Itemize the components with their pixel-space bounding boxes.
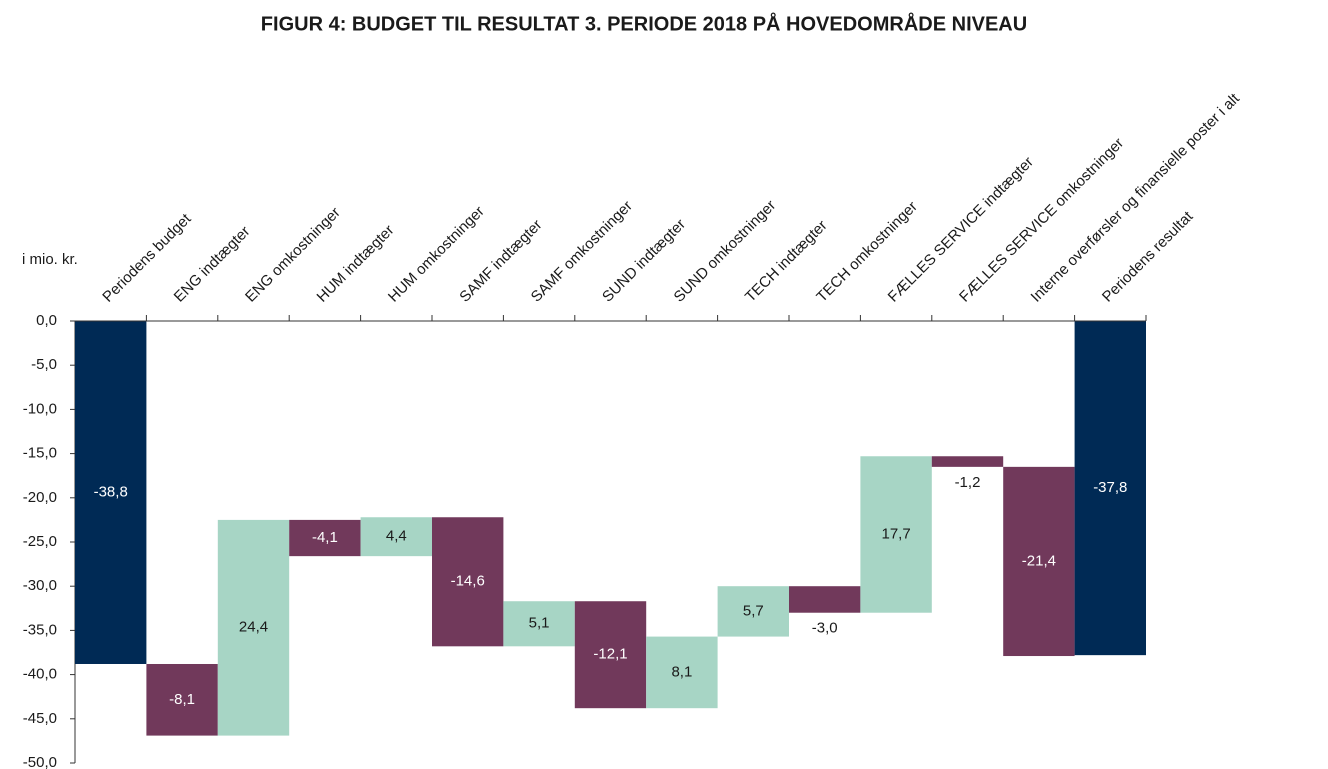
y-tick-label: -45,0 (23, 710, 57, 727)
bar (860, 456, 932, 613)
y-axis-label: i mio. kr. (22, 251, 78, 268)
y-tick-label: -35,0 (23, 621, 57, 638)
value-label: -3,0 (812, 620, 838, 637)
bar (360, 517, 432, 557)
value-label: 8,1 (671, 663, 692, 680)
chart-title: FIGUR 4: BUDGET TIL RESULTAT 3. PERIODE … (261, 11, 1027, 35)
value-label: 5,7 (743, 602, 764, 619)
bar (1003, 466, 1075, 657)
bar (574, 601, 647, 709)
value-label: -14,6 (451, 573, 485, 590)
y-tick-label: -30,0 (23, 577, 57, 594)
value-label: -4,1 (312, 529, 338, 546)
value-label: -38,8 (94, 483, 128, 500)
bar (75, 321, 147, 664)
y-tick-label: -25,0 (23, 533, 57, 550)
value-label: -37,8 (1093, 479, 1127, 496)
y-tick-label: -5,0 (31, 356, 57, 373)
bar (503, 601, 575, 647)
value-label: 24,4 (239, 619, 268, 636)
bar (146, 663, 218, 736)
bar (789, 586, 861, 613)
value-label: -1,2 (955, 474, 981, 491)
value-label: -12,1 (593, 646, 627, 663)
x-tick-label: FÆLLES SERVICE indtægter (885, 153, 1037, 305)
value-label: -21,4 (1022, 552, 1056, 569)
bar (289, 519, 361, 557)
bar (646, 636, 718, 709)
bar (217, 519, 290, 736)
value-label: 5,1 (529, 615, 550, 632)
x-tick-label: ENG indtægter (171, 223, 254, 306)
value-label: -8,1 (169, 691, 195, 708)
y-tick-label: -15,0 (23, 445, 57, 462)
bar (1074, 321, 1146, 656)
y-tick-label: -10,0 (23, 400, 57, 417)
y-tick-label: -40,0 (23, 666, 57, 683)
y-tick-label: -50,0 (23, 754, 57, 769)
bar (931, 456, 1004, 467)
value-label: 4,4 (386, 528, 407, 545)
y-tick-label: 0,0 (36, 312, 57, 329)
bar (432, 517, 504, 647)
y-tick-label: -20,0 (23, 489, 57, 506)
value-label: 17,7 (881, 525, 910, 542)
bar (717, 586, 789, 637)
